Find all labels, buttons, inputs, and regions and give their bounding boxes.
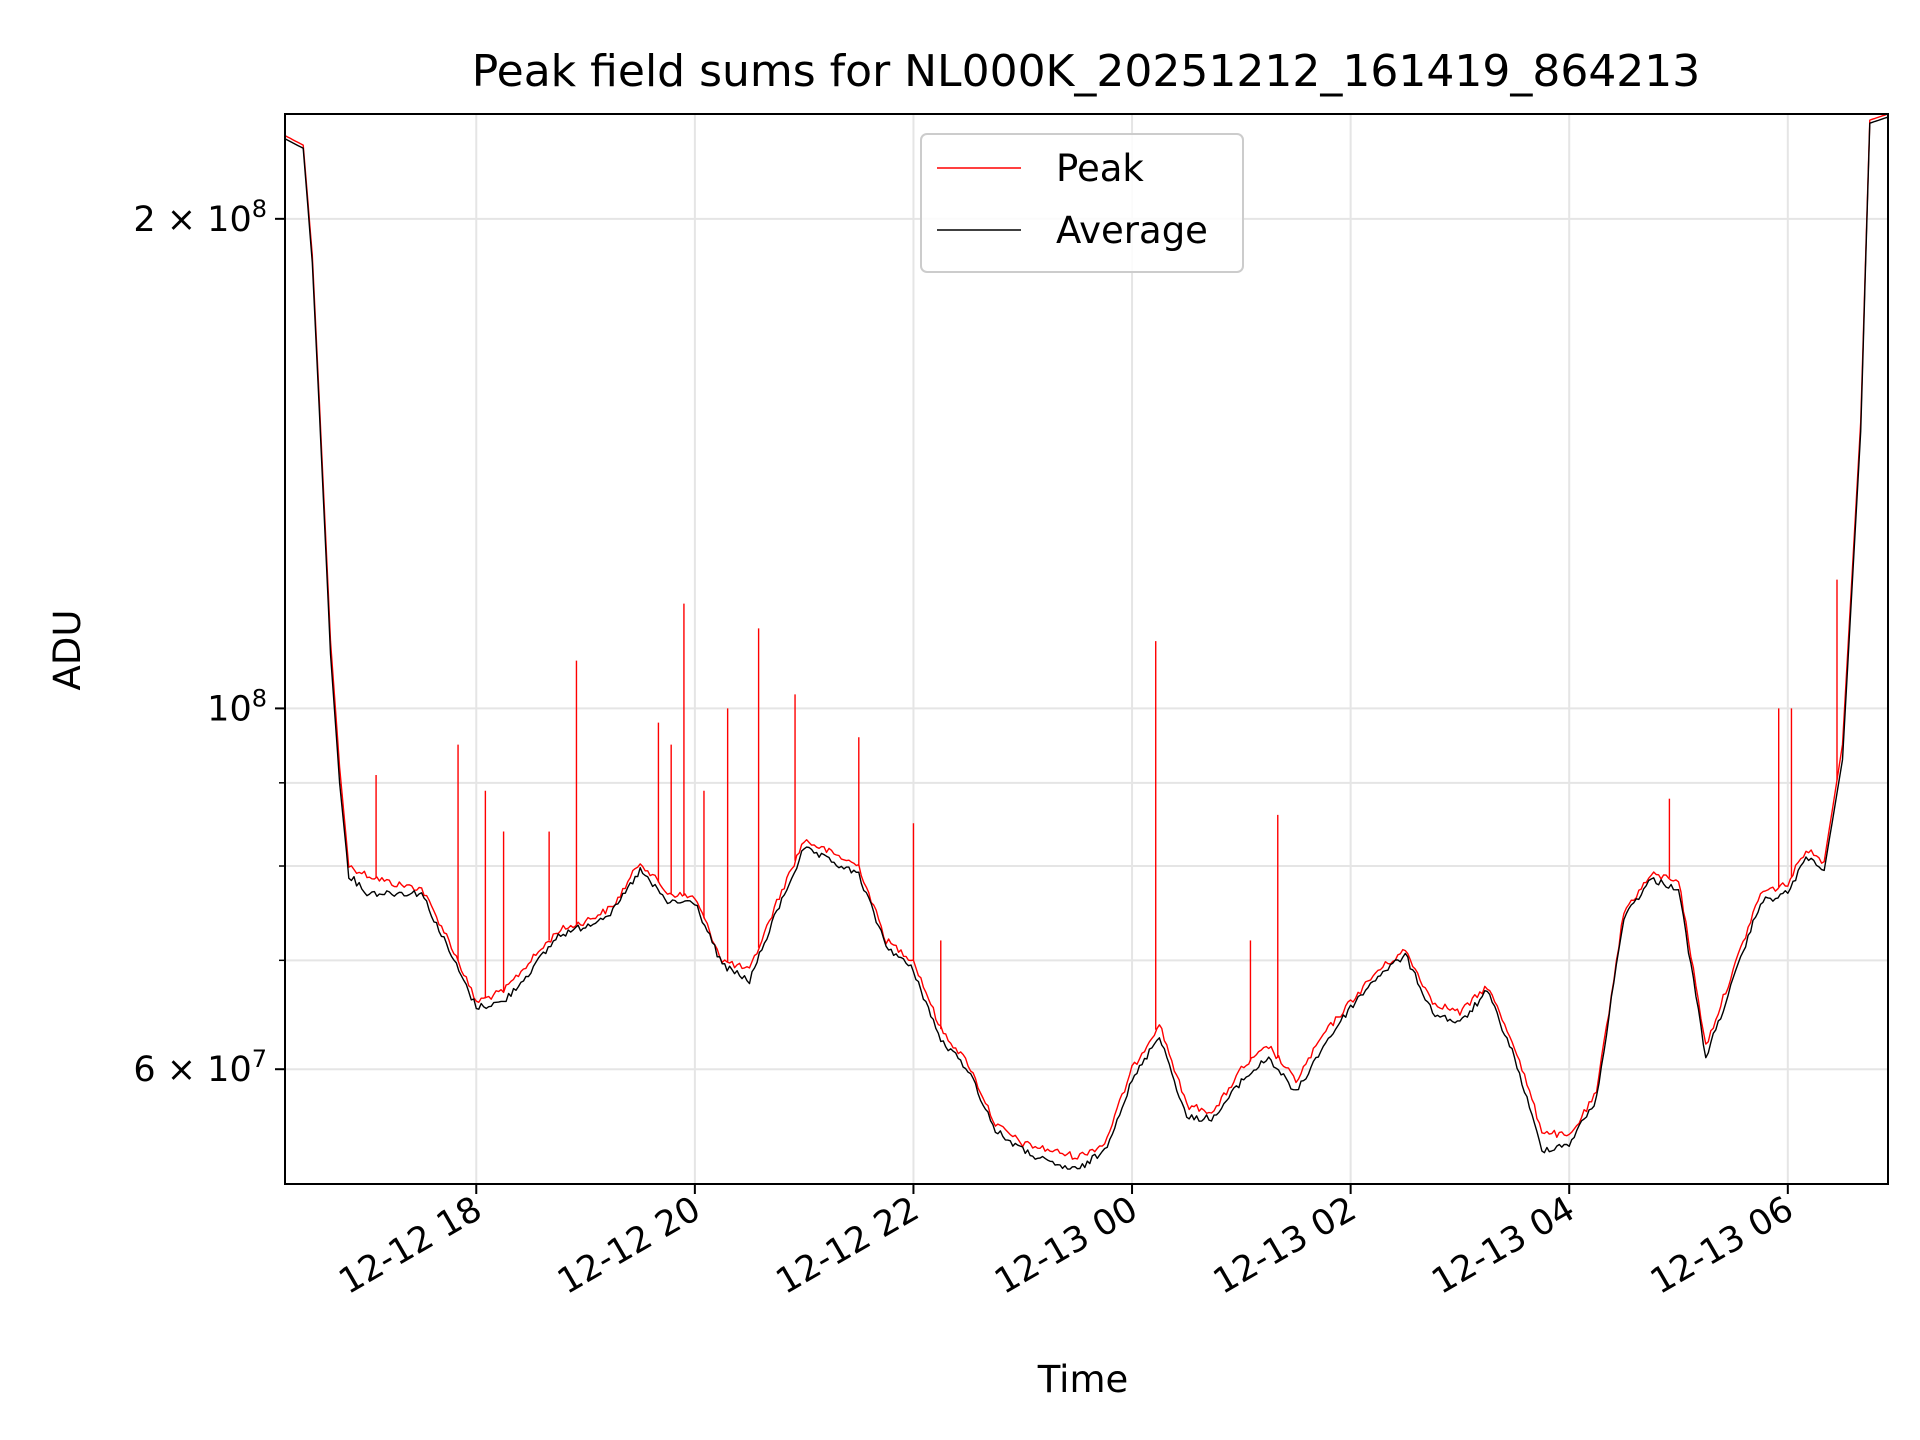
plot-frame bbox=[284, 113, 1889, 1185]
legend: Peak Average bbox=[920, 133, 1244, 273]
y-tick-label: 2 × 108 bbox=[133, 195, 267, 240]
legend-label-average: Average bbox=[1056, 209, 1208, 252]
y-tick-label: 6 × 107 bbox=[133, 1045, 267, 1090]
series-line-average bbox=[285, 116, 1888, 1170]
grid bbox=[285, 114, 1888, 1184]
x-axis-label: Time bbox=[1037, 1358, 1129, 1401]
plot-area bbox=[285, 114, 1888, 1170]
y-axis-label: ADU bbox=[46, 610, 89, 691]
chart-title: Peak field sums for NL000K_20251212_1614… bbox=[472, 46, 1701, 97]
legend-label-peak: Peak bbox=[1056, 147, 1144, 190]
